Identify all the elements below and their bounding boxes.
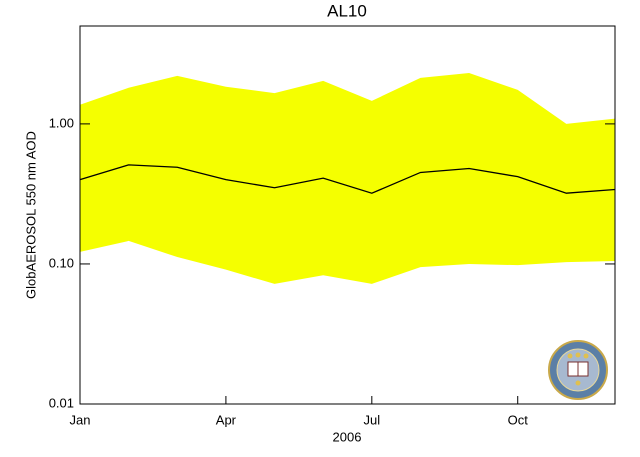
x-tick-label: Jan [70,412,91,427]
x-axis-label: 2006 [333,429,362,444]
plot-area: 0.01 0.10 1.00 Jan Apr Jul Oct [49,25,616,427]
plot-frame [79,25,616,405]
y-tick-label: 0.01 [49,395,74,410]
x-tick-label: Jul [364,412,381,427]
range-band [80,72,615,284]
y-tick-label: 1.00 [49,115,74,130]
y-axis-label: GlobAEROSOL 550 nm AOD [23,131,38,299]
x-tick-label: Oct [508,412,529,427]
university-seal [548,340,608,400]
x-tick-label: Apr [216,412,237,427]
chart-title: AL10 [327,1,367,20]
y-tick-label: 0.10 [49,255,74,270]
mean-line [79,164,616,194]
